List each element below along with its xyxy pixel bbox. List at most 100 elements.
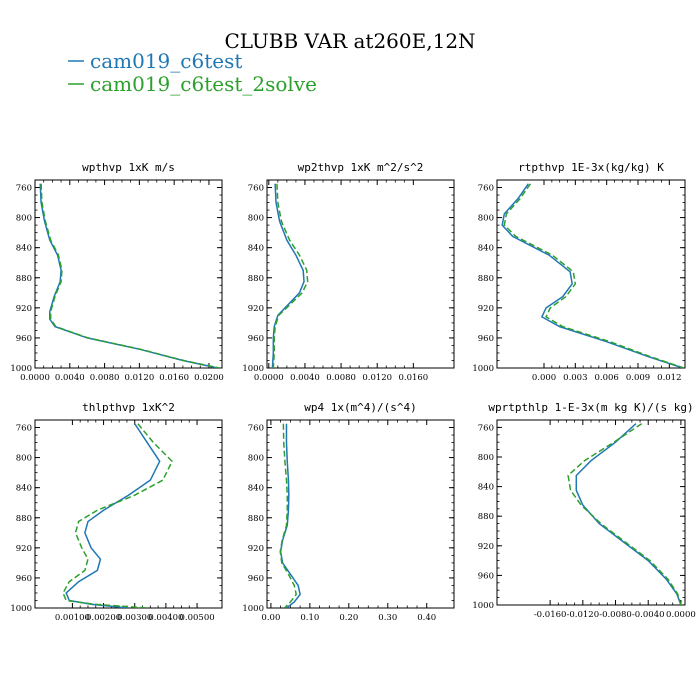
y-tick-label: 800 bbox=[248, 214, 264, 224]
panel-3: rtpthvp 1E-3x(kg/kg) K 760 800 840 880 920 960… bbox=[472, 161, 686, 383]
x-tick-label: 0.00 bbox=[261, 613, 280, 623]
y-tick-label: 760 bbox=[248, 424, 264, 434]
x-tick-label: 0.0000 bbox=[20, 373, 50, 383]
panel-title: wprtpthlp 1-E-3x(m kg K)/(s kg) bbox=[488, 401, 693, 414]
y-tick-label: 880 bbox=[478, 512, 494, 522]
x-tick-label: 0.000 bbox=[532, 373, 556, 383]
x-tick-label: -0.0160 bbox=[534, 610, 567, 620]
y-tick-label: 920 bbox=[478, 542, 494, 552]
y-tick-label: 960 bbox=[248, 574, 264, 584]
plot-frame bbox=[34, 179, 223, 369]
series-line-c6test bbox=[501, 183, 684, 368]
panel-4: thlpthvp 1xK^2 760 800 840 880 920 960 1000 0.00… bbox=[10, 401, 223, 623]
y-tick-label: 920 bbox=[248, 304, 264, 314]
y-tick-label: 920 bbox=[16, 304, 32, 314]
y-tick-label: 800 bbox=[478, 453, 494, 463]
figure-title: CLUBB VAR at260E,12N bbox=[224, 29, 475, 53]
y-tick-label: 800 bbox=[16, 454, 32, 464]
y-tick-label: 840 bbox=[16, 484, 32, 494]
y-tick-label: 840 bbox=[16, 244, 32, 254]
x-tick-label: 0.00200 bbox=[86, 613, 121, 623]
x-tick-label: 0.0160 bbox=[398, 373, 428, 383]
series-line-c6test-2solve bbox=[567, 423, 682, 605]
series-line-c6test bbox=[65, 423, 161, 608]
y-tick-label: 1000 bbox=[242, 364, 264, 374]
x-tick-label: 0.0080 bbox=[326, 373, 356, 383]
panels: wpthvp 1xK m/s76080084088092096010000.00… bbox=[10, 161, 695, 623]
y-tick-label: 1000 bbox=[10, 604, 32, 614]
legend-label-2: cam019_c6test_2solve bbox=[90, 72, 317, 96]
plot-frame bbox=[496, 179, 686, 369]
y-tick-label: 760 bbox=[478, 184, 494, 194]
x-tick-label: 0.00500 bbox=[179, 613, 214, 623]
y-tick-label: 840 bbox=[478, 483, 494, 493]
x-tick-label: 0.20 bbox=[339, 613, 358, 623]
x-tick-label: 0.003 bbox=[563, 373, 587, 383]
series-line-c6test-2solve bbox=[62, 423, 174, 608]
x-tick-label: -0.0120 bbox=[567, 610, 600, 620]
x-tick-label: 0.012 bbox=[657, 373, 681, 383]
x-tick-label: 0.0000 bbox=[666, 610, 696, 620]
x-tick-label: 0.00400 bbox=[148, 613, 183, 623]
y-tick-label: 960 bbox=[478, 334, 494, 344]
plot-frame bbox=[266, 419, 455, 609]
panel-1: wpthvp 1xK m/s76080084088092096010000.00… bbox=[10, 161, 223, 383]
y-tick-label: 840 bbox=[248, 484, 264, 494]
x-tick-label: 0.00100 bbox=[55, 613, 90, 623]
y-tick-label: 920 bbox=[478, 304, 494, 314]
y-tick-label: 840 bbox=[248, 244, 264, 254]
legend-label-1: cam019_c6test bbox=[90, 49, 242, 73]
series-line-c6test-2solve bbox=[279, 423, 298, 608]
y-tick-label: 800 bbox=[478, 214, 494, 224]
x-tick-label: -0.0040 bbox=[632, 610, 665, 620]
y-tick-label: 760 bbox=[16, 184, 32, 194]
panel-title: wp2thvp 1xK m^2/s^2 bbox=[298, 161, 424, 174]
y-tick-label: 880 bbox=[478, 274, 494, 284]
panel-title: wpthvp 1xK m/s bbox=[82, 161, 175, 174]
x-tick-label: 0.0040 bbox=[55, 373, 85, 383]
x-tick-label: 0.006 bbox=[594, 373, 618, 383]
panel-title: thlpthvp 1xK^2 bbox=[82, 401, 175, 414]
y-tick-label: 800 bbox=[248, 454, 264, 464]
plot-frame bbox=[34, 419, 223, 609]
x-tick-label: 0.0040 bbox=[290, 373, 320, 383]
series-line-c6test-2solve bbox=[503, 183, 685, 368]
panel-title: rtpthvp 1E-3x(kg/kg) K bbox=[518, 161, 664, 174]
x-tick-label: 0.0000 bbox=[254, 373, 284, 383]
x-tick-label: 0.0160 bbox=[159, 373, 189, 383]
x-tick-label: 0.0120 bbox=[124, 373, 154, 383]
plot-frame bbox=[266, 179, 455, 369]
x-tick-label: 0.0120 bbox=[362, 373, 392, 383]
y-tick-label: 1000 bbox=[242, 604, 264, 614]
y-tick-label: 760 bbox=[248, 184, 264, 194]
y-tick-label: 760 bbox=[478, 423, 494, 433]
y-tick-label: 880 bbox=[16, 514, 32, 524]
y-tick-label: 840 bbox=[478, 244, 494, 254]
y-tick-label: 1000 bbox=[10, 364, 32, 374]
series-line-c6test-2solve bbox=[40, 183, 220, 368]
panel-5: wp4 1x(m^4)/(s^4)76080084088092096010000… bbox=[242, 401, 455, 623]
y-tick-label: 1000 bbox=[472, 601, 494, 611]
panel-6: wprtpthlp 1-E-3x(m kg K)/(s kg) 760 800 840… bbox=[472, 401, 695, 620]
y-tick-label: 960 bbox=[478, 571, 494, 581]
series-line-c6test bbox=[271, 183, 305, 368]
x-tick-label: 0.40 bbox=[417, 613, 436, 623]
plot-frame bbox=[496, 419, 686, 606]
x-tick-label: 0.30 bbox=[378, 613, 397, 623]
series-line-c6test bbox=[39, 183, 218, 368]
y-tick-label: 880 bbox=[248, 274, 264, 284]
y-tick-label: 960 bbox=[16, 334, 32, 344]
x-tick-label: 0.00300 bbox=[117, 613, 152, 623]
x-tick-label: 0.10 bbox=[300, 613, 319, 623]
x-tick-label: 0.0200 bbox=[194, 373, 224, 383]
y-tick-label: 1000 bbox=[472, 364, 494, 374]
y-tick-label: 800 bbox=[16, 214, 32, 224]
legend: cam019_c6test cam019_c6test_2solve bbox=[68, 49, 317, 96]
y-tick-label: 760 bbox=[16, 424, 32, 434]
panel-title: wp4 1x(m^4)/(s^4) bbox=[304, 401, 417, 414]
x-tick-label: -0.0080 bbox=[599, 610, 632, 620]
y-tick-label: 880 bbox=[16, 274, 32, 284]
series-line-c6test-2solve bbox=[272, 183, 309, 368]
y-tick-label: 880 bbox=[248, 514, 264, 524]
